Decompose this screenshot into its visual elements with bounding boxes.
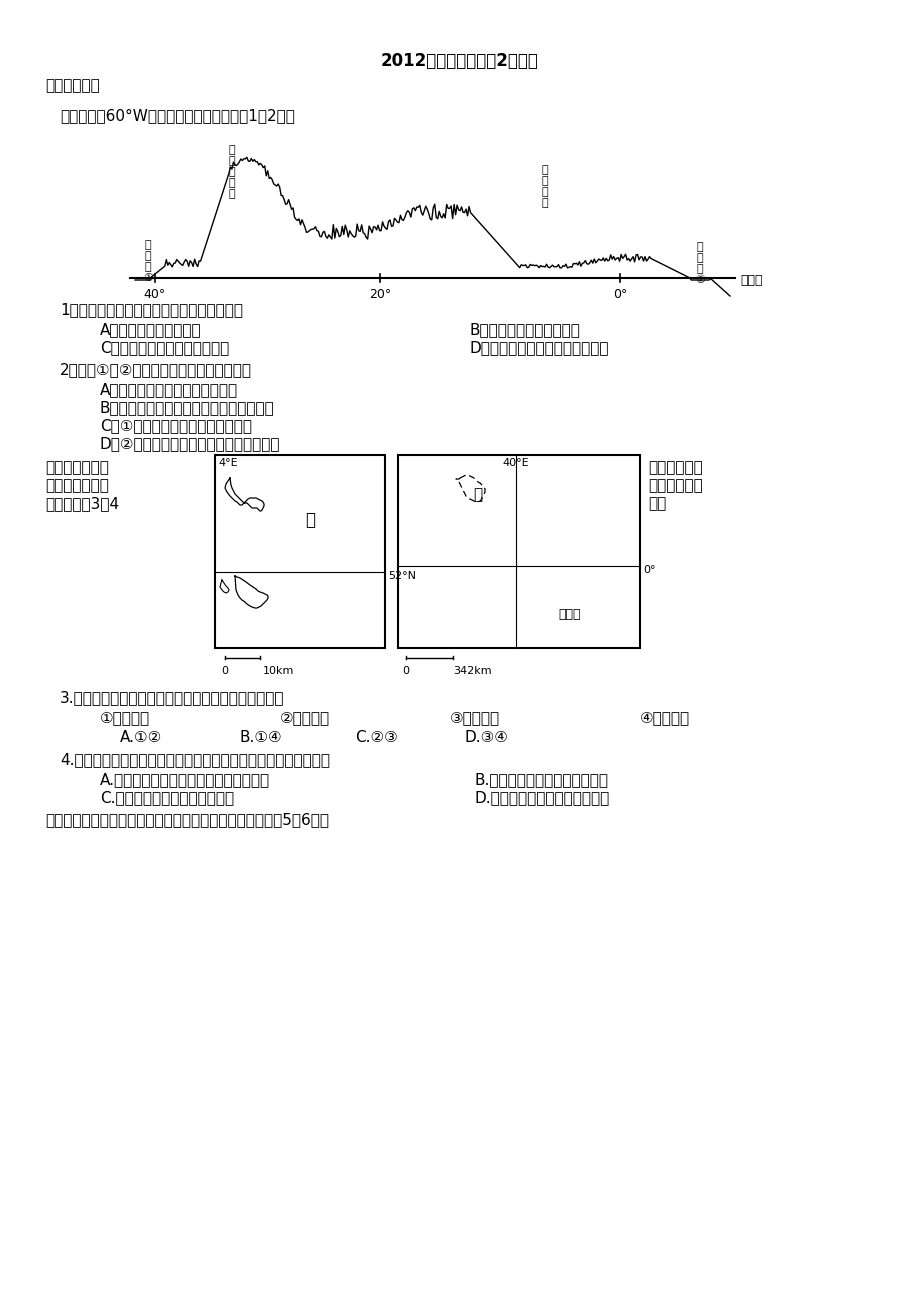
Text: C．①位于板块交界处，多火山地震: C．①位于板块交界处，多火山地震 <box>100 418 252 434</box>
Text: 题。: 题。 <box>647 496 665 510</box>
Text: ③地形平坦: ③地形平坦 <box>449 710 500 725</box>
Text: D．中间高两边低，河流呈放射状: D．中间高两边低，河流呈放射状 <box>470 340 609 355</box>
Text: ④水源丰富: ④水源丰富 <box>640 710 689 725</box>
Bar <box>398 454 640 648</box>
Text: 西: 西 <box>144 251 151 260</box>
Text: 大: 大 <box>144 240 151 250</box>
Text: 下图示意的甲、: 下图示意的甲、 <box>45 460 108 475</box>
Text: C．地势起伏大，山地丘陵为主: C．地势起伏大，山地丘陵为主 <box>100 340 229 355</box>
Text: D．②位于板块交界处，多岩浆活动和地热: D．②位于板块交界处，多岩浆活动和地热 <box>100 436 280 450</box>
Text: 40°E: 40°E <box>502 458 528 467</box>
Text: D.技术含量高，鲜切花质量较优: D.技术含量高，鲜切花质量较优 <box>474 790 609 805</box>
Text: B.①④: B.①④ <box>240 730 282 745</box>
Text: 4°E: 4°E <box>218 458 237 467</box>
Text: 甲: 甲 <box>305 510 314 529</box>
Text: 读图，完成3～4: 读图，完成3～4 <box>45 496 119 510</box>
Text: B．均不位于板块交界处，地质条件较稳定: B．均不位于板块交界处，地质条件较稳定 <box>100 400 275 415</box>
Text: B.土地丰富，天然花卉品种较多: B.土地丰富，天然花卉品种较多 <box>474 772 608 786</box>
Text: 10km: 10km <box>263 667 294 676</box>
Text: 0°: 0° <box>642 565 654 575</box>
Text: 读某大洲沿60°W的地形剖面示意图，完成1～2题。: 读某大洲沿60°W的地形剖面示意图，完成1～2题。 <box>60 108 295 122</box>
Text: C.培植历史久，劳动力成本较低: C.培植历史久，劳动力成本较低 <box>100 790 233 805</box>
Text: 洋: 洋 <box>696 264 702 273</box>
Text: ②光照充足: ②光照充足 <box>279 710 330 725</box>
Text: A．均位于板块交界处，地壳活跃: A．均位于板块交界处，地壳活跃 <box>100 381 238 397</box>
Text: A．平原与高原相间分布: A．平原与高原相间分布 <box>100 322 201 337</box>
Text: 1．关于图示地区地形特征的描述，正确的是: 1．关于图示地区地形特征的描述，正确的是 <box>60 302 243 316</box>
Text: 4.与乙国相比，甲国维持其在世界鲜切花市场竞争力的优势条件是: 4.与乙国相比，甲国维持其在世界鲜切花市场竞争力的优势条件是 <box>60 753 330 767</box>
Text: 传统、新兴的鲜: 传统、新兴的鲜 <box>45 478 108 493</box>
Text: 海平面: 海平面 <box>739 273 762 286</box>
Text: 2012年高考模拟题（2）地理: 2012年高考模拟题（2）地理 <box>380 52 539 70</box>
Text: ①: ① <box>142 273 153 283</box>
Text: 一、选择题：: 一、选择题： <box>45 78 99 92</box>
Text: ①热量丰富: ①热量丰富 <box>100 710 150 725</box>
Text: 马: 马 <box>541 176 548 186</box>
Text: 乙两国分别为: 乙两国分别为 <box>647 460 702 475</box>
Text: 20°: 20° <box>369 288 391 301</box>
Text: 河: 河 <box>541 198 548 208</box>
Text: 亚: 亚 <box>541 165 548 174</box>
Text: 塔: 塔 <box>229 178 235 187</box>
Text: ②: ② <box>694 275 704 285</box>
Text: 切花生产国。: 切花生产国。 <box>647 478 702 493</box>
Text: 拉: 拉 <box>229 167 235 177</box>
Text: 河: 河 <box>229 189 235 199</box>
Text: 2．关于①、②地地质条件的说法，正确的是: 2．关于①、②地地质条件的说法，正确的是 <box>60 362 252 378</box>
Text: 52°N: 52°N <box>388 572 415 581</box>
Text: 乙: 乙 <box>473 487 482 503</box>
Text: 印度洋: 印度洋 <box>558 608 581 621</box>
Text: 拉: 拉 <box>229 145 235 155</box>
Text: 0°: 0° <box>612 288 627 301</box>
Text: B．地形单一，平均海拔高: B．地形单一，平均海拔高 <box>470 322 580 337</box>
Text: 40°: 40° <box>143 288 166 301</box>
Text: 普: 普 <box>229 156 235 165</box>
Text: 洋: 洋 <box>144 262 151 272</box>
Text: 孙: 孙 <box>541 187 548 197</box>
Text: 0: 0 <box>403 667 409 676</box>
Text: 0: 0 <box>221 667 228 676</box>
Text: 3.与甲国相比，乙国发展鲜切花生产的优势自然条件是: 3.与甲国相比，乙国发展鲜切花生产的优势自然条件是 <box>60 690 284 704</box>
Text: A.专业化、规模化生产，鲜切花价格较低: A.专业化、规模化生产，鲜切花价格较低 <box>100 772 270 786</box>
Text: C.②③: C.②③ <box>355 730 397 745</box>
Text: D.③④: D.③④ <box>464 730 508 745</box>
Text: 西: 西 <box>696 253 702 263</box>
Text: 大: 大 <box>696 242 702 253</box>
Text: A.①②: A.①② <box>119 730 162 745</box>
Text: 342km: 342km <box>452 667 491 676</box>
Text: 下图反映我国某地农业土地利用类型的变化情况，据此回答5～6题。: 下图反映我国某地农业土地利用类型的变化情况，据此回答5～6题。 <box>45 812 329 827</box>
Bar <box>215 454 384 648</box>
